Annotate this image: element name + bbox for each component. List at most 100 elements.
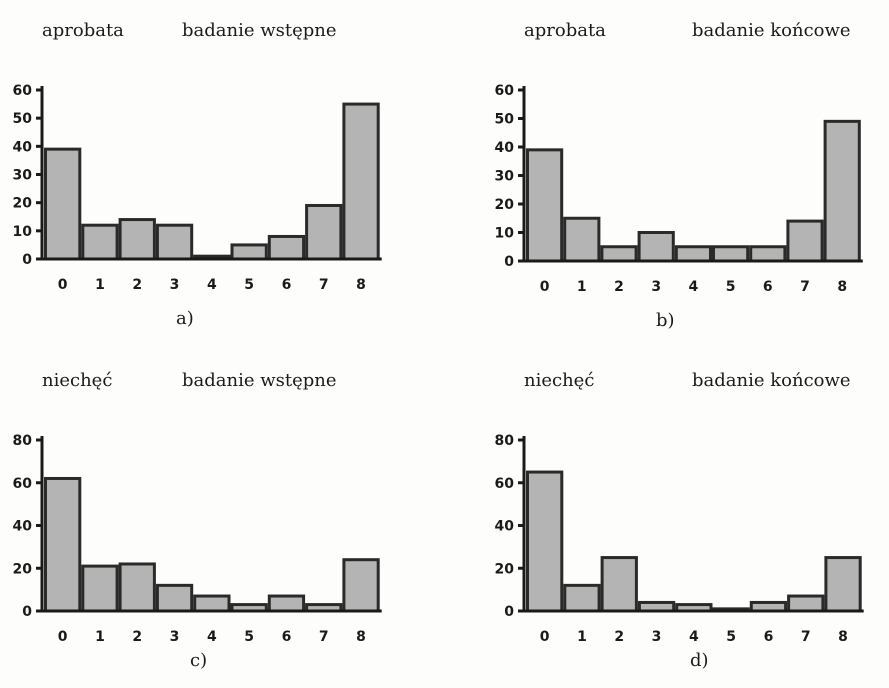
bar [81, 223, 119, 261]
x-tick-label: 1 [95, 277, 105, 293]
y-tick-label: 30 [13, 168, 33, 184]
panel-d-sublabel: d) [690, 650, 709, 671]
x-tick-label: 0 [58, 629, 68, 645]
panel-b-svg: 0 10 20 30 40 50 60 0 1 2 3 4 5 6 7 8 [495, 83, 863, 295]
x-tick-label: 7 [319, 277, 329, 293]
x-tick-label: 6 [282, 629, 292, 645]
x-tick-label: 8 [356, 629, 366, 645]
bar [193, 594, 231, 613]
y-tick-label: 10 [13, 224, 33, 240]
x-tick-label: 5 [726, 629, 736, 645]
y-tick-label: 20 [13, 561, 33, 577]
y-tick-label: 30 [495, 169, 515, 185]
y-tick-label: 10 [495, 226, 515, 242]
x-tick-label: 0 [58, 277, 68, 293]
bar [44, 147, 82, 261]
x-tick-label: 8 [837, 279, 847, 295]
x-tick-label: 4 [207, 629, 217, 645]
y-tick-label: 40 [13, 139, 33, 155]
panel-a-title-left: aprobata [42, 20, 124, 41]
x-tick-label: 5 [244, 277, 254, 293]
bar [749, 245, 787, 263]
bar [267, 594, 306, 613]
x-tick-label: 2 [614, 629, 624, 645]
y-tick-label: 0 [504, 254, 514, 270]
chart-panel-b: aprobata badanie końcowe 0 10 20 30 40 50 60 0 1… [482, 8, 882, 338]
bar [600, 556, 638, 613]
bar [342, 102, 380, 261]
x-tick-label: 4 [207, 277, 217, 293]
y-tick-label: 60 [495, 476, 515, 492]
panel-d-title-right: badanie końcowe [692, 370, 851, 391]
panel-a-sublabel: a) [176, 308, 194, 329]
bar [81, 564, 119, 613]
bar [526, 148, 564, 263]
x-tick-label: 2 [132, 277, 142, 293]
bar [44, 476, 82, 613]
y-tick-label: 60 [13, 476, 33, 492]
bar [155, 223, 194, 261]
bar [637, 231, 675, 263]
panel-a-title-right: badanie wstępne [182, 20, 337, 41]
x-tick-label: 7 [319, 629, 329, 645]
x-tick-label: 3 [170, 277, 180, 293]
y-tick-label: 60 [495, 83, 515, 99]
bar [342, 558, 380, 613]
y-tick-label: 0 [22, 252, 32, 268]
panel-d-svg: 0 20 40 60 80 0 1 2 3 4 5 6 7 8 [495, 433, 864, 645]
panel-c-title-left: niechęć [42, 370, 113, 391]
x-tick-label: 7 [800, 279, 810, 295]
panel-c-svg: 0 20 40 60 80 0 1 2 3 4 5 6 7 8 [13, 433, 382, 645]
bar [563, 583, 601, 613]
y-tick-label: 40 [495, 140, 515, 156]
bar [267, 234, 306, 261]
x-tick-label: 6 [282, 277, 292, 293]
y-tick-label: 20 [495, 561, 515, 577]
x-tick-label: 2 [132, 629, 142, 645]
y-tick-label: 0 [504, 604, 514, 620]
bar [563, 216, 601, 263]
panel-a-svg: 0 10 20 30 40 50 60 0 1 2 3 4 5 6 7 8 [13, 83, 382, 293]
x-tick-label: 5 [244, 629, 254, 645]
panel-d-title-left: niechęć [524, 370, 595, 391]
x-tick-label: 1 [577, 279, 587, 295]
x-tick-label: 6 [764, 629, 774, 645]
y-tick-label: 80 [495, 433, 515, 449]
x-tick-label: 8 [356, 277, 366, 293]
y-tick-label: 50 [13, 111, 33, 127]
panel-b-sublabel: b) [656, 310, 675, 331]
chart-panel-c: niechęć badanie wstępne 0 20 40 60 80 0 1 2 3 4 5 6… [0, 358, 400, 688]
x-tick-label: 0 [540, 629, 550, 645]
panel-b-title-left: aprobata [524, 20, 606, 41]
bar [823, 119, 861, 263]
chart-panel-a: aprobata badanie wstępne 0 10 20 30 40 50 60 0 1… [0, 8, 400, 338]
bar [786, 219, 824, 263]
bar [118, 218, 156, 261]
bar [230, 243, 268, 261]
y-tick-label: 20 [13, 196, 33, 212]
x-tick-label: 4 [689, 279, 699, 295]
x-tick-label: 3 [651, 279, 661, 295]
y-tick-label: 60 [13, 83, 33, 99]
x-tick-label: 7 [801, 629, 811, 645]
x-tick-label: 2 [614, 279, 624, 295]
x-tick-label: 1 [95, 629, 105, 645]
y-tick-label: 40 [13, 519, 33, 535]
y-tick-label: 80 [13, 433, 33, 449]
y-tick-label: 50 [495, 112, 515, 128]
x-tick-label: 3 [652, 629, 662, 645]
bar [824, 556, 862, 613]
y-tick-label: 0 [22, 604, 32, 620]
bar [526, 470, 564, 613]
x-tick-label: 3 [170, 629, 180, 645]
bar [674, 245, 713, 263]
bar [155, 583, 194, 613]
bar [118, 562, 156, 613]
x-tick-label: 1 [577, 629, 587, 645]
x-tick-label: 8 [838, 629, 848, 645]
y-tick-label: 20 [495, 197, 515, 213]
bar [600, 245, 638, 263]
bar [712, 245, 750, 263]
x-tick-label: 5 [726, 279, 736, 295]
